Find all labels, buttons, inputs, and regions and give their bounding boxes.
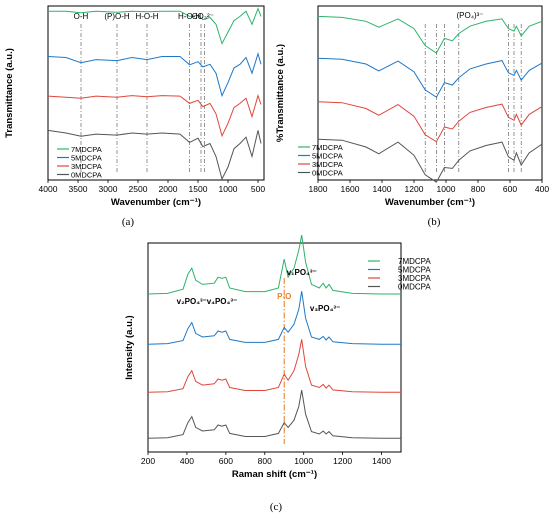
- plot-frame: [47, 5, 265, 181]
- x-axis-label: Wavenumber (cm⁻¹): [111, 197, 201, 208]
- legend-label: 3MDCPA: [71, 162, 102, 171]
- x-tick-label: 3500: [69, 184, 88, 194]
- x-tick-label: 600: [503, 184, 517, 194]
- legend-label: 0MDCPA: [312, 169, 343, 178]
- x-tick-label: 4000: [39, 184, 58, 194]
- x-tick-label: 1000: [219, 184, 238, 194]
- x-tick-label: 400: [535, 184, 549, 194]
- series-line-7MDCPA: [317, 15, 543, 54]
- peak-annotation: H-O-H: [178, 12, 201, 21]
- peak-annotation: P-O: [277, 292, 291, 301]
- series-line-7MDCPA: [48, 7, 262, 45]
- x-tick-label: 2500: [129, 184, 148, 194]
- x-tick-label: 400: [180, 456, 194, 466]
- x-tick-label: 2000: [159, 184, 178, 194]
- peak-annotation: O-H: [74, 12, 89, 21]
- series-line-5MDCPA: [317, 57, 543, 98]
- x-axis-label: Wavenumber (cm⁻¹): [385, 197, 475, 208]
- legend-label: 0MDCPA: [71, 171, 102, 180]
- x-tick-label: 1000: [294, 456, 313, 466]
- legend-label: 5MDCPA: [312, 152, 343, 161]
- legend-label: 0MDCPA: [398, 283, 431, 292]
- series-line-5MDCPA: [47, 52, 262, 98]
- chart-panel-a: 4000 3500 3000 2500 2000 1500 1000 500 Wavenumbe…: [4, 5, 265, 228]
- peak-annotation: H-O-H: [135, 12, 158, 21]
- x-tick-label: 600: [219, 456, 233, 466]
- series-line-3MDCPA: [147, 339, 401, 393]
- legend-label: 5MDCPA: [398, 266, 431, 275]
- x-tick-label: 1200: [405, 184, 424, 194]
- x-tick-label: 1200: [333, 456, 352, 466]
- legend-label: 5MDCPA: [71, 154, 102, 163]
- legend-label: 7MDCPA: [312, 143, 343, 152]
- peak-annotation: v₂PO₄³⁻: [177, 297, 207, 306]
- peak-annotation: v₄PO₄³⁻: [207, 297, 238, 306]
- y-axis-label: %Transmittance (a.u.): [275, 44, 286, 142]
- peak-annotation: (P)O-H: [104, 12, 130, 21]
- x-tick-label: 500: [251, 184, 265, 194]
- peak-annotation: (PO₄)³⁻: [456, 11, 483, 20]
- legend-label: 7MDCPA: [71, 145, 102, 154]
- x-tick-label: 1000: [437, 184, 456, 194]
- peak-annotation: v₁PO₄³⁻: [287, 268, 317, 277]
- panel-caption: (b): [428, 216, 441, 228]
- x-tick-label: 3000: [99, 184, 118, 194]
- x-tick-label: 1500: [189, 184, 208, 194]
- legend-label: 3MDCPA: [398, 274, 431, 283]
- panel-caption: (c): [270, 501, 283, 513]
- x-tick-label: 1600: [341, 184, 360, 194]
- x-tick-label: 1400: [372, 456, 391, 466]
- series-line-3MDCPA: [47, 93, 262, 138]
- chart-panel-c: 200 400 600 800 1000 1200 1400 Raman shift (cm⁻…: [124, 235, 431, 513]
- x-tick-label: 800: [471, 184, 485, 194]
- legend-label: 7MDCPA: [398, 257, 431, 266]
- series-line-0MDCPA: [47, 129, 262, 181]
- series-line-7MDCPA: [147, 235, 401, 295]
- x-tick-label: 800: [258, 456, 272, 466]
- peak-annotation: v₃PO₄³⁻: [310, 304, 340, 313]
- x-tick-label: 1800: [309, 184, 328, 194]
- series-line-0MDCPA: [147, 390, 401, 439]
- y-axis-label: Intensity (a.u.): [124, 315, 135, 379]
- series-line-0MDCPA: [317, 138, 543, 183]
- panel-caption: (a): [122, 216, 135, 228]
- y-axis-label: Transmittance (a.u.): [4, 48, 15, 138]
- chart-panel-b: 1800 1600 1400 1200 1000 800 600 400 Wavenumber …: [275, 5, 549, 228]
- peak-annotation: CO₃²⁻: [192, 12, 214, 21]
- legend-label: 3MDCPA: [312, 160, 343, 169]
- series-line-3MDCPA: [317, 101, 543, 143]
- x-axis-label: Raman shift (cm⁻¹): [232, 469, 317, 480]
- x-tick-label: 1400: [373, 184, 392, 194]
- plot-frame: [147, 242, 402, 453]
- plot-frame: [317, 5, 543, 181]
- series-line-5MDCPA: [147, 291, 401, 345]
- x-tick-label: 200: [141, 456, 155, 466]
